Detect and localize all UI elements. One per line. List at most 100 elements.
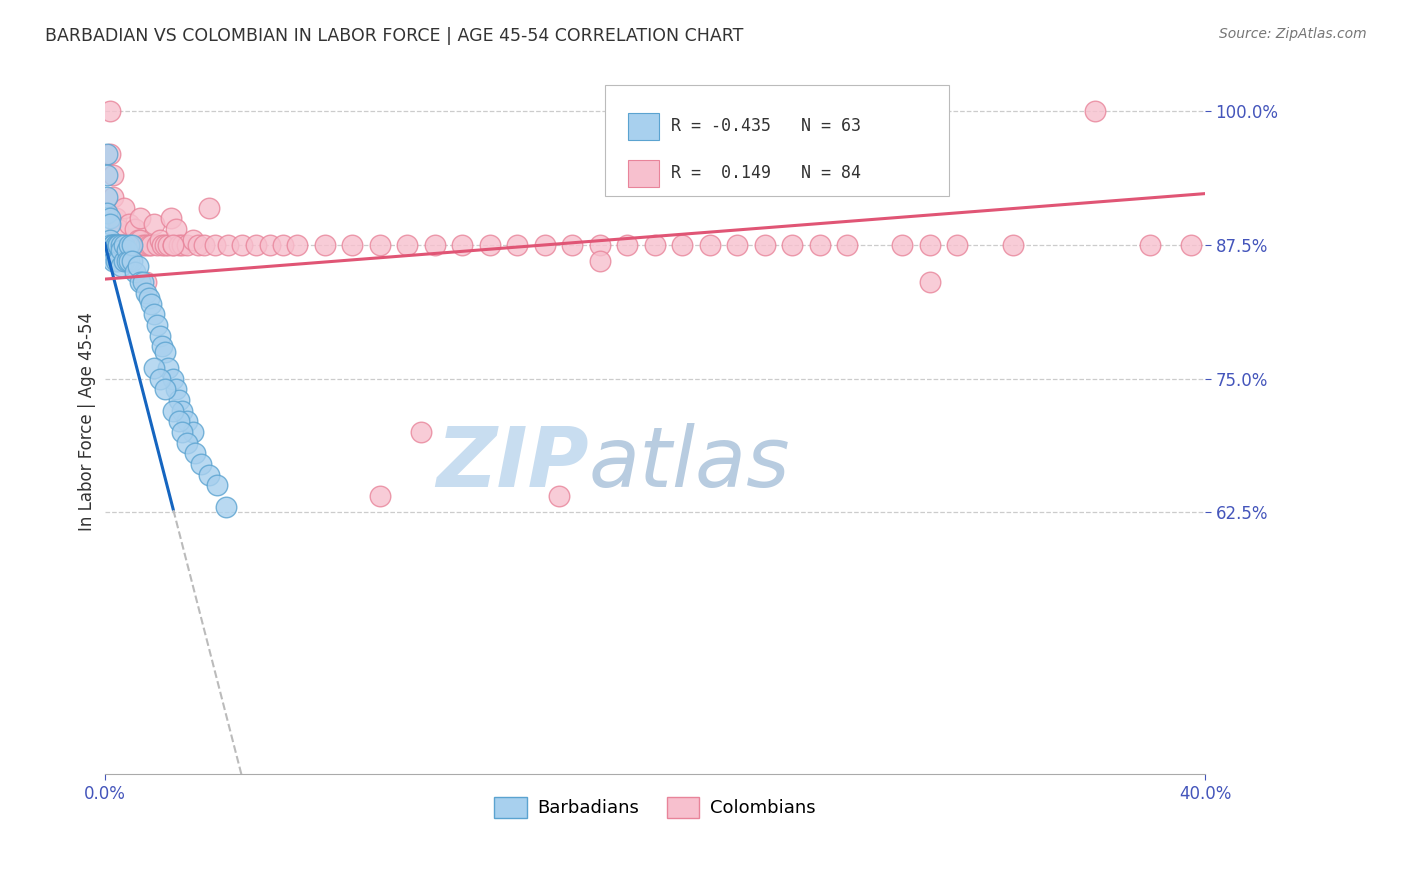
Point: [115, 238, 138, 252]
Point: [368, 238, 391, 252]
Point: [104, 238, 127, 252]
Point: [285, 238, 308, 252]
Point: [273, 238, 295, 252]
Point: [150, 238, 173, 252]
Text: BARBADIAN VS COLOMBIAN IN LABOR FORCE | AGE 45-54 CORRELATION CHART: BARBADIAN VS COLOMBIAN IN LABOR FORCE | …: [45, 27, 744, 45]
Point: [121, 238, 143, 252]
Point: [101, 190, 124, 204]
Point: [918, 238, 941, 252]
Point: [135, 238, 157, 252]
Point: [162, 238, 184, 252]
Point: [547, 489, 569, 503]
Point: [101, 238, 124, 252]
Point: [396, 238, 419, 252]
Point: [149, 328, 172, 343]
Point: [127, 233, 149, 247]
Point: [124, 265, 146, 279]
Point: [699, 238, 721, 252]
Point: [207, 478, 229, 492]
Point: [671, 238, 693, 252]
Point: [110, 244, 132, 258]
Point: [231, 238, 253, 252]
Point: [146, 318, 169, 332]
Point: [141, 296, 163, 310]
Point: [118, 238, 141, 252]
Point: [193, 238, 215, 252]
Point: [121, 238, 143, 252]
Text: R = -0.435   N = 63: R = -0.435 N = 63: [671, 117, 860, 135]
Point: [754, 238, 776, 252]
Point: [127, 260, 149, 274]
Point: [138, 238, 160, 252]
Point: [112, 238, 135, 252]
Text: R =  0.149   N = 84: R = 0.149 N = 84: [671, 164, 860, 182]
Point: [181, 425, 204, 439]
Point: [1180, 238, 1202, 252]
Point: [167, 238, 190, 252]
Point: [104, 254, 127, 268]
Point: [149, 233, 172, 247]
Point: [101, 238, 124, 252]
Point: [837, 238, 859, 252]
Point: [217, 238, 239, 252]
Point: [112, 254, 135, 268]
Point: [165, 222, 187, 236]
Point: [184, 446, 207, 460]
Point: [146, 238, 169, 252]
Point: [314, 238, 336, 252]
Point: [198, 467, 221, 482]
Point: [135, 276, 157, 290]
Point: [104, 211, 127, 226]
Point: [110, 238, 132, 252]
Point: [132, 276, 155, 290]
Point: [782, 238, 804, 252]
Point: [187, 238, 209, 252]
Point: [181, 233, 204, 247]
Point: [118, 217, 141, 231]
Point: [115, 254, 138, 268]
Point: [725, 238, 748, 252]
Point: [143, 217, 166, 231]
Point: [149, 371, 172, 385]
Point: [198, 201, 221, 215]
Text: atlas: atlas: [589, 423, 790, 504]
Point: [616, 238, 638, 252]
Point: [153, 344, 176, 359]
Point: [478, 238, 501, 252]
Point: [127, 238, 149, 252]
Point: [143, 360, 166, 375]
Point: [150, 339, 173, 353]
Point: [96, 169, 118, 183]
Point: [245, 238, 267, 252]
Point: [156, 360, 179, 375]
Point: [98, 238, 121, 252]
Point: [156, 238, 179, 252]
Point: [96, 206, 118, 220]
Point: [368, 489, 391, 503]
Text: ZIP: ZIP: [436, 423, 589, 504]
Point: [121, 238, 143, 252]
Point: [153, 382, 176, 396]
Point: [533, 238, 555, 252]
Point: [118, 238, 141, 252]
Point: [159, 211, 181, 226]
Point: [214, 500, 236, 514]
Point: [644, 238, 666, 252]
Point: [176, 435, 198, 450]
Point: [170, 403, 193, 417]
Point: [162, 238, 184, 252]
Point: [165, 382, 187, 396]
Point: [107, 238, 129, 252]
Point: [561, 238, 583, 252]
Point: [176, 414, 198, 428]
Point: [423, 238, 446, 252]
Point: [132, 238, 155, 252]
Point: [107, 238, 129, 252]
Point: [124, 238, 146, 252]
Point: [98, 244, 121, 258]
Point: [1084, 104, 1107, 119]
Point: [167, 392, 190, 407]
Point: [110, 238, 132, 252]
Point: [162, 403, 184, 417]
Point: [115, 238, 138, 252]
